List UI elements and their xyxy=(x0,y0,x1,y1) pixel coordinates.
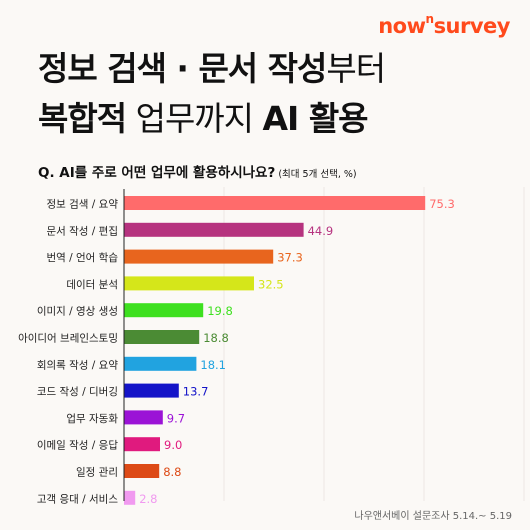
bar xyxy=(124,330,200,344)
bar xyxy=(124,437,160,452)
value-label: 18.1 xyxy=(200,358,226,372)
bar xyxy=(124,222,304,237)
value-label: 44.9 xyxy=(308,224,334,238)
category-label: 데이터 분석 xyxy=(66,279,118,291)
value-label: 19.8 xyxy=(207,304,233,318)
bar xyxy=(124,249,274,264)
bar-chart: 정보 검색 / 요약 75.3 문서 작성 / 편집 44.9 번역 / 언어 학습 37… xyxy=(18,187,525,505)
bar xyxy=(124,383,179,398)
category-label: 문서 작성 / 편집 xyxy=(46,224,118,237)
bar xyxy=(124,196,426,210)
category-label: 아이디어 브레인스토밍 xyxy=(18,333,118,345)
bar xyxy=(124,464,160,478)
title-line1-bold: 정보 검색 · 문서 작성 xyxy=(38,49,327,88)
category-label: 고객 응대 / 서비스 xyxy=(37,493,119,505)
category-label: 일정 관리 xyxy=(76,466,118,479)
category-label: 업무 자동화 xyxy=(66,412,118,425)
value-label: 9.0 xyxy=(164,438,182,452)
category-label: 이메일 작성 / 응답 xyxy=(37,439,119,452)
value-label: 2.8 xyxy=(139,492,157,505)
bar xyxy=(124,490,136,505)
title-line2-bold-b: AI 활용 xyxy=(262,99,369,138)
question-note: (최대 5개 선택, %) xyxy=(275,169,357,180)
nownsurvey-logo: nownsurvey xyxy=(378,12,510,38)
title-line2-bold-a: 복합적 xyxy=(38,99,127,138)
title-line1-light: 부터 xyxy=(326,49,386,88)
value-label: 75.3 xyxy=(429,197,455,211)
value-label: 13.7 xyxy=(183,385,209,399)
value-label: 9.7 xyxy=(167,411,185,425)
survey-question: Q. AI를 주로 어떤 업무에 활용하시나요? (최대 5개 선택, %) xyxy=(38,165,357,181)
bar xyxy=(124,303,204,318)
category-label: 번역 / 언어 학습 xyxy=(46,252,118,264)
page-title: 정보 검색 · 문서 작성부터 복합적 업무까지 AI 활용 xyxy=(38,44,386,144)
category-label: 정보 검색 / 요약 xyxy=(46,199,118,211)
category-label: 회의록 작성 / 요약 xyxy=(37,359,119,371)
value-label: 8.8 xyxy=(163,465,181,479)
value-label: 18.8 xyxy=(203,331,229,345)
value-label: 32.5 xyxy=(258,277,284,291)
bar xyxy=(124,410,163,425)
bar xyxy=(124,276,254,291)
value-label: 37.3 xyxy=(277,251,303,265)
category-label: 이미지 / 영상 생성 xyxy=(37,306,118,318)
category-label: 코드 작성 / 디버깅 xyxy=(37,386,118,398)
bar xyxy=(124,356,197,371)
source-note: 나우앤서베이 설문조사 5.14.~ 5.19 xyxy=(354,511,512,522)
title-line2-light: 업무까지 xyxy=(126,99,263,138)
question-emphasis: 업무에 활용 xyxy=(150,165,218,181)
